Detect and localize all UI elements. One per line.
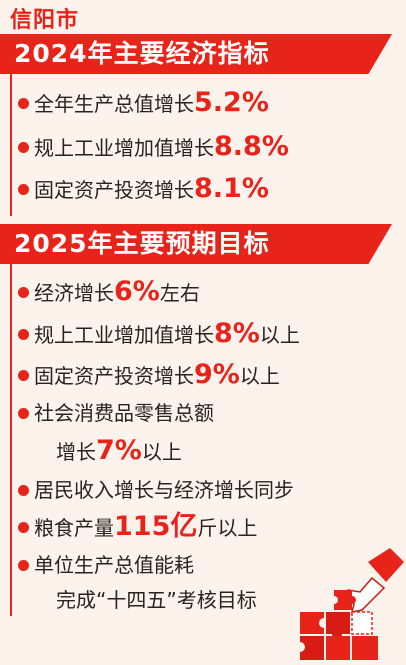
target-industry-growth: 规上工业增加值增长8%以上: [34, 318, 300, 349]
bullet-dot: [18, 370, 29, 381]
target-retail-sales-line2: 增长7%以上: [56, 435, 182, 466]
bullet-dot: [18, 408, 29, 419]
bullet-dot: [18, 485, 29, 496]
indicator-value: 5.2%: [194, 87, 269, 118]
bullet-dot: [18, 98, 29, 109]
target-value: 8%: [214, 318, 260, 349]
section-2024-banner: 2024年主要经济指标: [0, 34, 392, 74]
indicator-value: 8.8%: [214, 131, 289, 162]
bullet-dot: [18, 142, 29, 153]
bullet-dot: [18, 560, 29, 571]
section-2025-banner: 2025年主要预期目标: [0, 224, 392, 264]
target-value: 7%: [96, 435, 142, 466]
indicator-industry-growth: 规上工业增加值增长8.8%: [34, 131, 289, 162]
section-2024-panel: [10, 74, 392, 216]
target-value: 9%: [194, 359, 240, 390]
target-grain-output: 粮食产量115亿斤以上: [34, 511, 258, 542]
target-value: 6%: [114, 276, 160, 307]
indicator-value: 8.1%: [194, 173, 269, 204]
target-income-growth: 居民收入增长与经济增长同步: [34, 478, 294, 502]
target-retail-sales-line1: 社会消费品零售总额: [34, 401, 214, 425]
target-investment-growth: 固定资产投资增长9%以上: [34, 359, 280, 390]
city-title: 信阳市: [10, 8, 80, 33]
hand-holding-puzzle-icon: [300, 548, 404, 660]
bullet-dot: [18, 287, 29, 298]
target-economic-growth: 经济增长6%左右: [34, 276, 200, 307]
section-2025-panel: [10, 264, 392, 616]
bullet-dot: [18, 184, 29, 195]
bullet-dot: [18, 522, 29, 533]
target-energy-line1: 单位生产总值能耗: [34, 553, 194, 577]
bullet-dot: [18, 329, 29, 340]
indicator-investment-growth: 固定资产投资增长8.1%: [34, 173, 269, 204]
indicator-gdp-growth: 全年生产总值增长5.2%: [34, 87, 269, 118]
target-energy-line2: 完成“十四五”考核目标: [56, 588, 257, 612]
target-value: 115亿: [114, 511, 198, 542]
